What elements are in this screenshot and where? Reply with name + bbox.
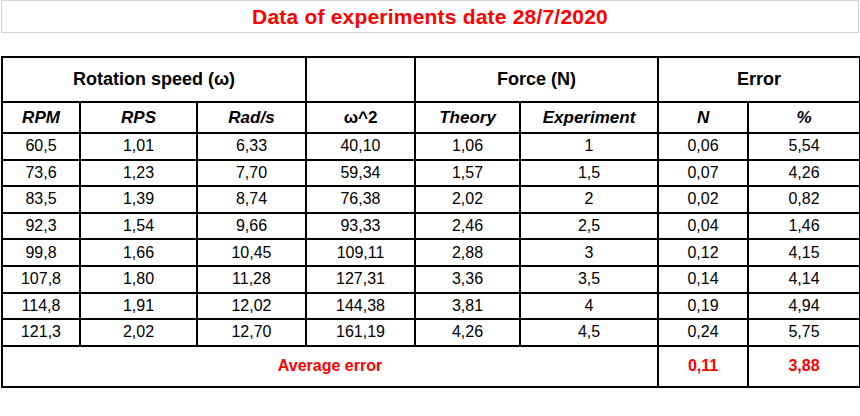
average-error-label[interactable]: Average error [2, 346, 658, 387]
table-row: 60,51,016,3340,101,0610,065,54 [2, 133, 860, 160]
group-header-rotation-speed[interactable]: Rotation speed (ω) [2, 57, 306, 102]
cell-n[interactable]: 0,04 [658, 213, 748, 240]
cell-rad-s[interactable]: 8,74 [197, 186, 306, 213]
table-row: 83,51,398,7476,382,0220,020,82 [2, 186, 860, 213]
table-row: 73,61,237,7059,341,571,50,074,26 [2, 160, 860, 187]
cell-experiment[interactable]: 2,5 [520, 213, 658, 240]
cell-rps[interactable]: 1,66 [80, 239, 197, 266]
cell-theory[interactable]: 3,36 [415, 266, 520, 293]
cell-experiment[interactable]: 4,5 [520, 319, 658, 346]
cell-2[interactable]: 109,11 [306, 239, 415, 266]
column-header-rpm[interactable]: RPM [2, 102, 80, 133]
cell-rps[interactable]: 1,54 [80, 213, 197, 240]
cell-rad-s[interactable]: 12,02 [197, 293, 306, 320]
group-header-row: Rotation speed (ω) Force (N)Error [2, 57, 860, 102]
cell-n[interactable]: 0,12 [658, 239, 748, 266]
column-header-experiment[interactable]: Experiment [520, 102, 658, 133]
group-header-force-n[interactable]: Force (N) [415, 57, 658, 102]
cell-2[interactable]: 93,33 [306, 213, 415, 240]
table-row: 121,32,0212,70161,194,264,50,245,75 [2, 319, 860, 346]
cell-experiment[interactable]: 1,5 [520, 160, 658, 187]
cell-n[interactable]: 0,19 [658, 293, 748, 320]
cell-rps[interactable]: 1,91 [80, 293, 197, 320]
cell-rps[interactable]: 1,01 [80, 133, 197, 160]
group-header-error[interactable]: Error [658, 57, 860, 102]
cell-n[interactable]: 0,24 [658, 319, 748, 346]
cell-2[interactable]: 59,34 [306, 160, 415, 187]
experiments-table: Rotation speed (ω) Force (N)Error RPMRPSR… [1, 56, 860, 388]
cell-rad-s[interactable]: 12,70 [197, 319, 306, 346]
cell-rps[interactable]: 1,39 [80, 186, 197, 213]
cell-rpm[interactable]: 60,5 [2, 133, 80, 160]
cell-theory[interactable]: 1,06 [415, 133, 520, 160]
cell-theory[interactable]: 2,88 [415, 239, 520, 266]
cell-blank[interactable]: 1,46 [748, 213, 860, 240]
group-header-blank[interactable] [306, 57, 415, 102]
cell-blank[interactable]: 4,26 [748, 160, 860, 187]
cell-experiment[interactable]: 3,5 [520, 266, 658, 293]
cell-experiment[interactable]: 1 [520, 133, 658, 160]
empty-row[interactable] [1, 33, 859, 56]
cell-blank[interactable]: 5,54 [748, 133, 860, 160]
cell-2[interactable]: 40,10 [306, 133, 415, 160]
cell-n[interactable]: 0,06 [658, 133, 748, 160]
cell-rpm[interactable]: 83,5 [2, 186, 80, 213]
column-header-theory[interactable]: Theory [415, 102, 520, 133]
table-row: 92,31,549,6693,332,462,50,041,46 [2, 213, 860, 240]
title-cell[interactable]: Data of experiments date 28/7/2020 [1, 0, 859, 33]
cell-blank[interactable]: 0,82 [748, 186, 860, 213]
column-header-2[interactable]: ω^2 [306, 102, 415, 133]
average-error-n-cell[interactable]: 0,11 [658, 346, 748, 387]
cell-theory[interactable]: 1,57 [415, 160, 520, 187]
cell-n[interactable]: 0,02 [658, 186, 748, 213]
average-error-pct-cell[interactable]: 3,88 [748, 346, 860, 387]
cell-2[interactable]: 127,31 [306, 266, 415, 293]
table-body: 60,51,016,3340,101,0610,065,5473,61,237,… [2, 133, 860, 346]
cell-rpm[interactable]: 73,6 [2, 160, 80, 187]
column-header-blank[interactable]: % [748, 102, 860, 133]
cell-theory[interactable]: 3,81 [415, 293, 520, 320]
cell-rpm[interactable]: 99,8 [2, 239, 80, 266]
cell-n[interactable]: 0,14 [658, 266, 748, 293]
table-row: 114,81,9112,02144,383,8140,194,94 [2, 293, 860, 320]
cell-rad-s[interactable]: 6,33 [197, 133, 306, 160]
cell-experiment[interactable]: 2 [520, 186, 658, 213]
cell-experiment[interactable]: 4 [520, 293, 658, 320]
cell-theory[interactable]: 2,02 [415, 186, 520, 213]
cell-2[interactable]: 76,38 [306, 186, 415, 213]
cell-experiment[interactable]: 3 [520, 239, 658, 266]
column-header-row: RPMRPSRad/sω^2TheoryExperimentN% [2, 102, 860, 133]
cell-blank[interactable]: 4,15 [748, 239, 860, 266]
average-error-row: Average error 0,11 3,88 [2, 346, 860, 387]
cell-rpm[interactable]: 121,3 [2, 319, 80, 346]
cell-rad-s[interactable]: 9,66 [197, 213, 306, 240]
cell-rps[interactable]: 2,02 [80, 319, 197, 346]
cell-rpm[interactable]: 107,8 [2, 266, 80, 293]
cell-rpm[interactable]: 92,3 [2, 213, 80, 240]
column-header-rad-s[interactable]: Rad/s [197, 102, 306, 133]
cell-blank[interactable]: 4,94 [748, 293, 860, 320]
cell-rad-s[interactable]: 11,28 [197, 266, 306, 293]
page-title: Data of experiments date 28/7/2020 [252, 5, 608, 29]
spreadsheet-view: Data of experiments date 28/7/2020 Rotat… [0, 0, 860, 416]
cell-rps[interactable]: 1,23 [80, 160, 197, 187]
cell-rad-s[interactable]: 10,45 [197, 239, 306, 266]
cell-theory[interactable]: 4,26 [415, 319, 520, 346]
cell-2[interactable]: 144,38 [306, 293, 415, 320]
cell-blank[interactable]: 4,14 [748, 266, 860, 293]
cell-rad-s[interactable]: 7,70 [197, 160, 306, 187]
table-row: 99,81,6610,45109,112,8830,124,15 [2, 239, 860, 266]
cell-rps[interactable]: 1,80 [80, 266, 197, 293]
cell-blank[interactable]: 5,75 [748, 319, 860, 346]
cell-rpm[interactable]: 114,8 [2, 293, 80, 320]
column-header-rps[interactable]: RPS [80, 102, 197, 133]
cell-theory[interactable]: 2,46 [415, 213, 520, 240]
cell-2[interactable]: 161,19 [306, 319, 415, 346]
column-header-n[interactable]: N [658, 102, 748, 133]
cell-n[interactable]: 0,07 [658, 160, 748, 187]
table-row: 107,81,8011,28127,313,363,50,144,14 [2, 266, 860, 293]
